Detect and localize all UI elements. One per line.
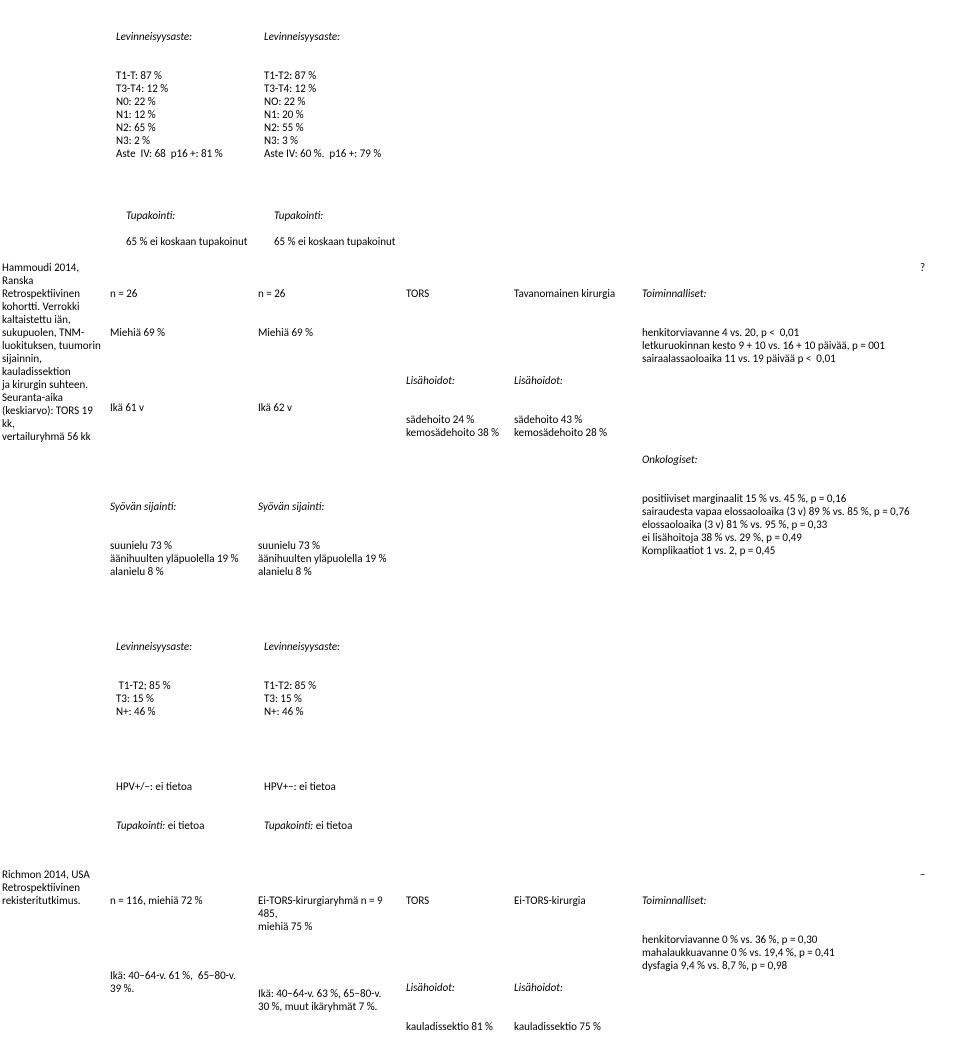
age: Ikä 62 v xyxy=(258,401,398,414)
addl: sädehoito 43 % kemosädehoito 28 % xyxy=(514,413,634,439)
smoking-value: 65 % ei koskaan tupakoinut xyxy=(126,235,248,248)
smoking-label: Tupakointi: xyxy=(274,209,323,222)
onco-lines: positiiviset marginaalit 15 % vs. 45 %, … xyxy=(642,492,912,557)
addl: sädehoito 24 % kemosädehoito 38 % xyxy=(406,413,506,439)
smoking-label: Tupakointi: xyxy=(264,819,313,832)
tumor-loc: suunielu 73 % äänihuulten yläpuolella 19… xyxy=(110,539,250,578)
onco-label: Onkologiset: xyxy=(642,453,698,466)
addl-label: Lisähoidot: xyxy=(514,981,634,994)
study-desc: Hammoudi 2014, Ranska Retrospektiivinen … xyxy=(2,261,102,443)
treatment: Ei-TORS-kirurgia xyxy=(514,894,634,907)
hpv: HPV+/−: ei tietoa xyxy=(116,780,256,793)
smoking-label: Tupakointi: xyxy=(126,209,175,222)
stage-lines: T1-T2: 87 % T3-T4: 12 % NO: 22 % N1: 20 … xyxy=(264,69,404,160)
smoking-label: Tupakointi: xyxy=(116,819,165,832)
treatment: TORS xyxy=(406,287,506,300)
smoking-row: Tupakointi: 65 % ei koskaan tupakoinut T… xyxy=(8,196,951,261)
quality-mark: ? xyxy=(920,261,950,274)
treatment: TORS xyxy=(406,894,506,907)
stage2-row: Levinneisyysaste: T1-T2; 85 % T3: 15 % N… xyxy=(8,614,951,858)
stage-label: Levinneisyysaste: xyxy=(264,640,404,653)
n: Ei-TORS-kirurgiaryhmä n = 9 485, miehiä … xyxy=(258,894,398,933)
smoking-value: 65 % ei koskaan tupakoinut xyxy=(274,235,396,248)
stage-label: Levinneisyysaste: xyxy=(264,30,404,43)
addl: kauladissektio 75 % xyxy=(514,1020,634,1033)
stage-label: Levinneisyysaste: xyxy=(116,640,256,653)
stage-lines: T1-T2: 85 % T3: 15 % N+: 46 % xyxy=(264,679,404,718)
n: n = 26 xyxy=(258,287,398,300)
functional-label: Toiminnalliset: xyxy=(642,287,706,300)
addl: kauladissektio 81 % xyxy=(406,1020,506,1033)
quality-mark: − xyxy=(920,868,950,881)
stage-lines: T1-T: 87 % T3-T4: 12 % N0: 22 % N1: 12 %… xyxy=(116,69,256,160)
n: n = 116, miehiä 72 % xyxy=(110,894,250,907)
tumor-loc-label: Syövän sijainti: xyxy=(110,500,250,513)
functional-label: Toiminnalliset: xyxy=(642,894,706,907)
treatment: Tavanomainen kirurgia xyxy=(514,287,634,300)
hammoudi-row: Hammoudi 2014, Ranska Retrospektiivinen … xyxy=(8,261,951,604)
top-stage-row: Levinneisyysaste: T1-T: 87 % T3-T4: 12 %… xyxy=(8,4,951,186)
age: Ikä 61 v xyxy=(110,401,250,414)
addl-label: Lisähoidot: xyxy=(406,374,506,387)
functional-lines: henkitorviavanne 0 % vs. 36 %, p = 0,30 … xyxy=(642,933,912,972)
sex: Miehiä 69 % xyxy=(110,326,250,339)
hpv: HPV+−: ei tietoa xyxy=(264,780,404,793)
study-desc: Richmon 2014, USA Retrospektiivinen reki… xyxy=(2,868,102,907)
richmon-row: Richmon 2014, USA Retrospektiivinen reki… xyxy=(8,868,951,1059)
n: n = 26 xyxy=(110,287,250,300)
tumor-loc-label: Syövän sijainti: xyxy=(258,500,398,513)
tumor-loc: suunielu 73 % äänihuulten yläpuolella 19… xyxy=(258,539,398,578)
age: Ikä: 40−64-v. 63 %, 65−80-v. 30 %, muut … xyxy=(258,987,398,1013)
age: Ikä: 40−64-v. 61 %, 65−80-v. 39 %. xyxy=(110,969,250,995)
addl-label: Lisähoidot: xyxy=(406,981,506,994)
sex: Miehiä 69 % xyxy=(258,326,398,339)
stage-lines: T1-T2; 85 % T3: 15 % N+: 46 % xyxy=(116,679,256,718)
stage-label: Levinneisyysaste: xyxy=(116,30,256,43)
addl-label: Lisähoidot: xyxy=(514,374,634,387)
functional-lines: henkitorviavanne 4 vs. 20, p < 0,01 letk… xyxy=(642,326,912,365)
